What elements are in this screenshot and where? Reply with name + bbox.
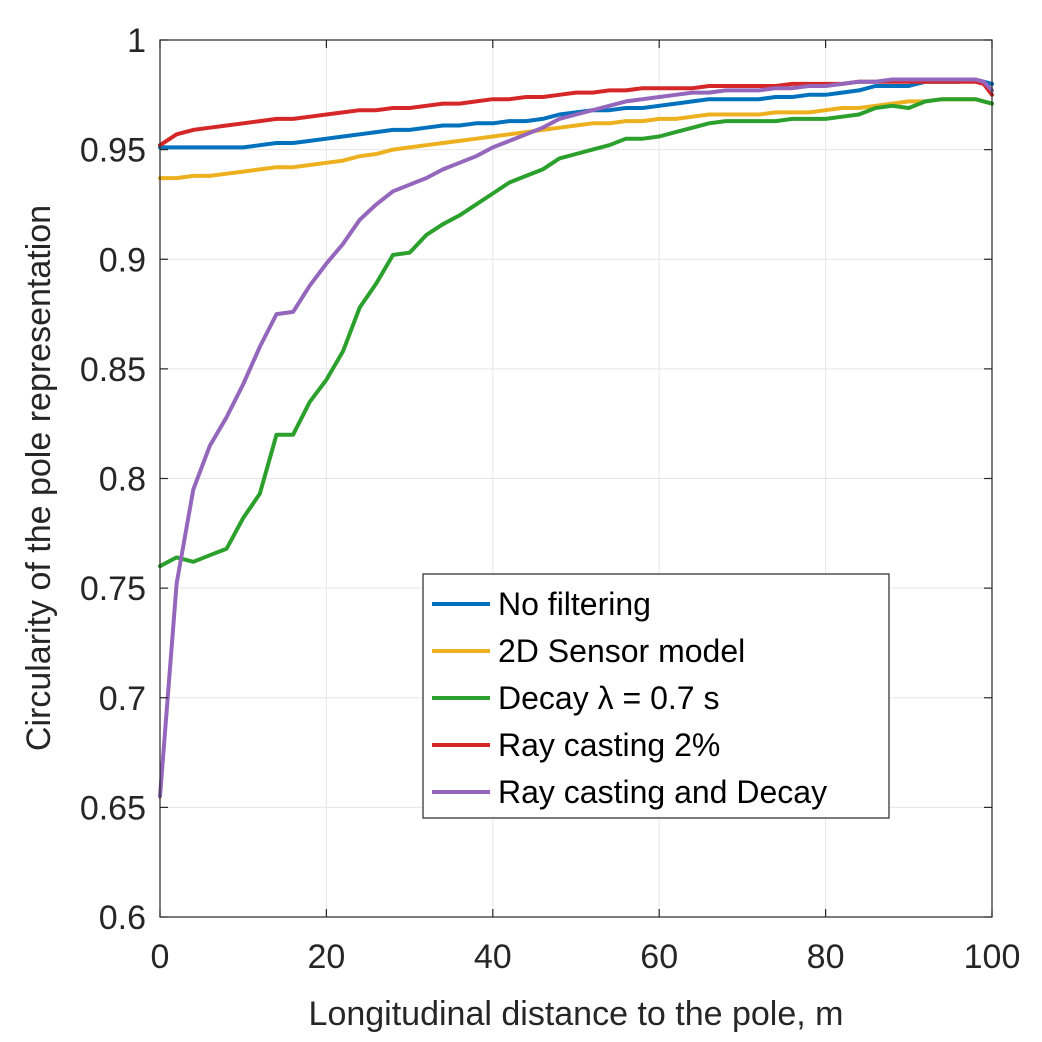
x-tick-label: 60	[640, 938, 678, 976]
y-tick-label: 0.6	[99, 899, 146, 937]
y-tick-label: 0.8	[99, 461, 146, 499]
x-tick-label: 20	[307, 938, 345, 976]
series-line-2	[158, 97, 994, 181]
y-tick-labels: 0.6 0.65 0.7 0.75 0.8 0.85 0.9 0.95 1	[80, 22, 146, 937]
axis-ticks	[159, 39, 993, 918]
y-tick-label: 0.7	[99, 680, 146, 718]
legend-label: Ray casting and Decay	[498, 774, 827, 810]
legend-label: Decay λ = 0.7 s	[498, 680, 719, 716]
y-tick-label: 0.65	[80, 789, 146, 827]
legend-label: No filtering	[498, 586, 651, 622]
x-tick-label: 100	[964, 938, 1021, 976]
legend-box	[422, 573, 890, 819]
y-tick-label: 1	[127, 22, 146, 60]
x-axis-title: Longitudinal distance to the pole, m	[309, 995, 844, 1033]
y-tick-label: 0.75	[80, 570, 146, 608]
x-tick-label: 80	[807, 938, 845, 976]
series-line-5	[158, 77, 994, 799]
legend: No filtering 2D Sensor model Decay λ = 0.7…	[422, 573, 890, 819]
y-tick-label: 0.95	[80, 132, 146, 170]
x-tick-labels: 0 20 40 60 80 100	[151, 938, 1021, 976]
legend-label: 2D Sensor model	[498, 633, 745, 669]
x-tick-label: 0	[151, 938, 170, 976]
series-lines	[158, 77, 994, 799]
y-axis-title: Circularity of the pole representation	[20, 205, 58, 751]
y-tick-label: 0.9	[99, 241, 146, 279]
y-tick-label: 0.85	[80, 351, 146, 389]
series-line-3	[158, 97, 994, 569]
x-tick-label: 40	[474, 938, 512, 976]
legend-label: Ray casting 2%	[498, 727, 720, 763]
